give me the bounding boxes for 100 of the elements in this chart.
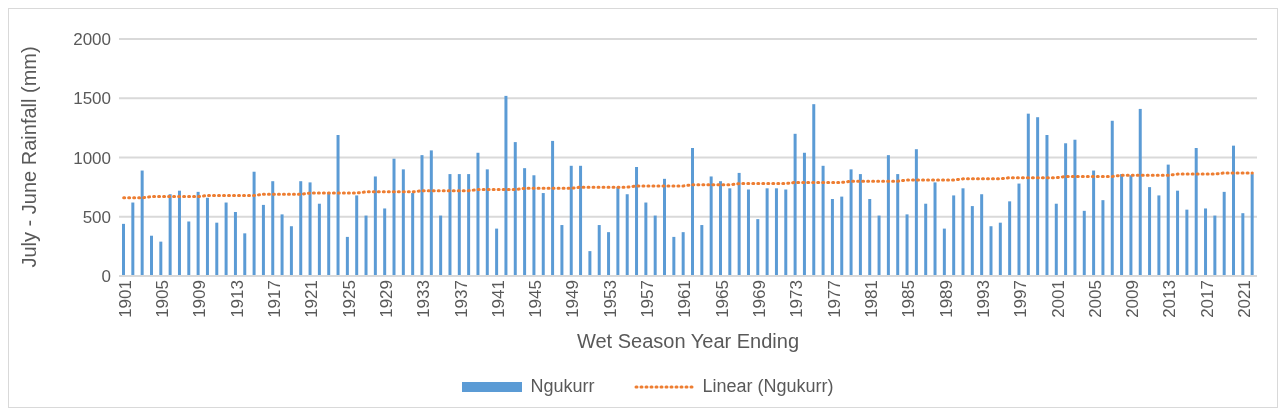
legend-label: Ngukurr	[530, 376, 595, 397]
bar	[858, 174, 862, 276]
bar	[597, 225, 601, 276]
x-tick-label: 1965	[712, 280, 732, 318]
x-tick-label: 1945	[526, 280, 546, 318]
bar	[793, 133, 797, 276]
y-tick-label: 0	[101, 267, 111, 287]
bar	[485, 169, 489, 276]
x-tick-label: 1937	[451, 280, 471, 318]
bar	[187, 221, 191, 276]
x-tick-label: 1913	[227, 280, 247, 318]
bar	[523, 168, 527, 276]
bar	[345, 236, 349, 276]
x-tick-label: 1993	[973, 280, 993, 318]
bar	[961, 188, 965, 276]
bar	[1176, 190, 1180, 276]
bar	[411, 193, 415, 276]
bar	[989, 226, 993, 276]
bar	[1054, 203, 1058, 276]
x-tick-label: 2013	[1160, 280, 1180, 318]
bar	[429, 150, 433, 276]
bar	[364, 215, 368, 276]
bar	[774, 188, 778, 276]
bar	[373, 176, 377, 276]
bar	[1185, 209, 1189, 276]
bar	[149, 235, 153, 276]
bar	[672, 236, 676, 276]
bar	[336, 134, 340, 276]
bar	[504, 95, 508, 276]
bar	[215, 222, 219, 276]
x-tick-label: 1957	[638, 280, 658, 318]
bar	[1166, 164, 1170, 276]
bar	[905, 214, 909, 276]
bar	[886, 155, 890, 276]
bar	[168, 194, 172, 276]
bar	[635, 166, 639, 276]
bar	[532, 175, 536, 276]
x-tick-label: 1941	[488, 280, 508, 318]
bar	[233, 212, 237, 276]
bar	[205, 197, 209, 276]
bar	[355, 195, 359, 276]
x-tick-label: 1901	[115, 280, 135, 318]
bar	[317, 203, 321, 276]
bar	[439, 215, 443, 276]
bar	[495, 228, 499, 276]
x-tick-label: 1953	[600, 280, 620, 318]
bar	[513, 142, 517, 276]
bar	[159, 241, 163, 276]
bar	[560, 225, 564, 276]
bar	[551, 140, 555, 276]
y-tick-label: 2000	[73, 30, 111, 50]
bar	[1045, 134, 1049, 276]
bar	[383, 208, 387, 276]
bar	[644, 202, 648, 276]
bar	[821, 165, 825, 276]
bar	[1064, 143, 1068, 276]
bar	[420, 155, 424, 276]
bar	[1157, 195, 1161, 276]
line-series	[122, 171, 1254, 200]
bar	[933, 182, 937, 276]
bar	[1017, 183, 1021, 276]
bar	[663, 178, 667, 276]
bar	[980, 194, 984, 276]
x-tick-label: 2009	[1123, 280, 1143, 318]
x-tick-label: 1977	[824, 280, 844, 318]
x-tick-label: 1985	[899, 280, 919, 318]
bar	[625, 194, 629, 276]
bar	[802, 152, 806, 276]
bar	[569, 165, 573, 276]
bar	[1204, 208, 1208, 276]
bar	[653, 215, 657, 276]
x-tick-label: 1929	[376, 280, 396, 318]
x-tick-label: 1925	[339, 280, 359, 318]
bar	[140, 170, 144, 276]
x-tick-label: 1961	[675, 280, 695, 318]
bar	[737, 172, 741, 276]
bar	[448, 174, 452, 276]
bar	[579, 165, 583, 276]
bar	[308, 182, 312, 276]
x-tick-label: 1909	[190, 280, 210, 318]
bar	[1241, 213, 1245, 276]
bar	[252, 171, 256, 276]
bar	[924, 203, 928, 276]
bar	[261, 204, 265, 276]
bar	[243, 233, 247, 276]
bar	[1138, 108, 1142, 276]
bar	[1092, 170, 1096, 276]
bar	[1036, 117, 1040, 276]
bar	[401, 169, 405, 276]
bar	[970, 206, 974, 276]
bar	[896, 174, 900, 276]
bar	[122, 223, 125, 276]
bar	[1194, 148, 1198, 276]
bar	[914, 149, 918, 276]
bar	[616, 187, 620, 276]
bar	[177, 190, 181, 276]
x-tick-label: 2001	[1048, 280, 1068, 318]
y-tick-label: 500	[82, 207, 111, 227]
bar	[728, 188, 732, 276]
bar	[588, 251, 592, 276]
